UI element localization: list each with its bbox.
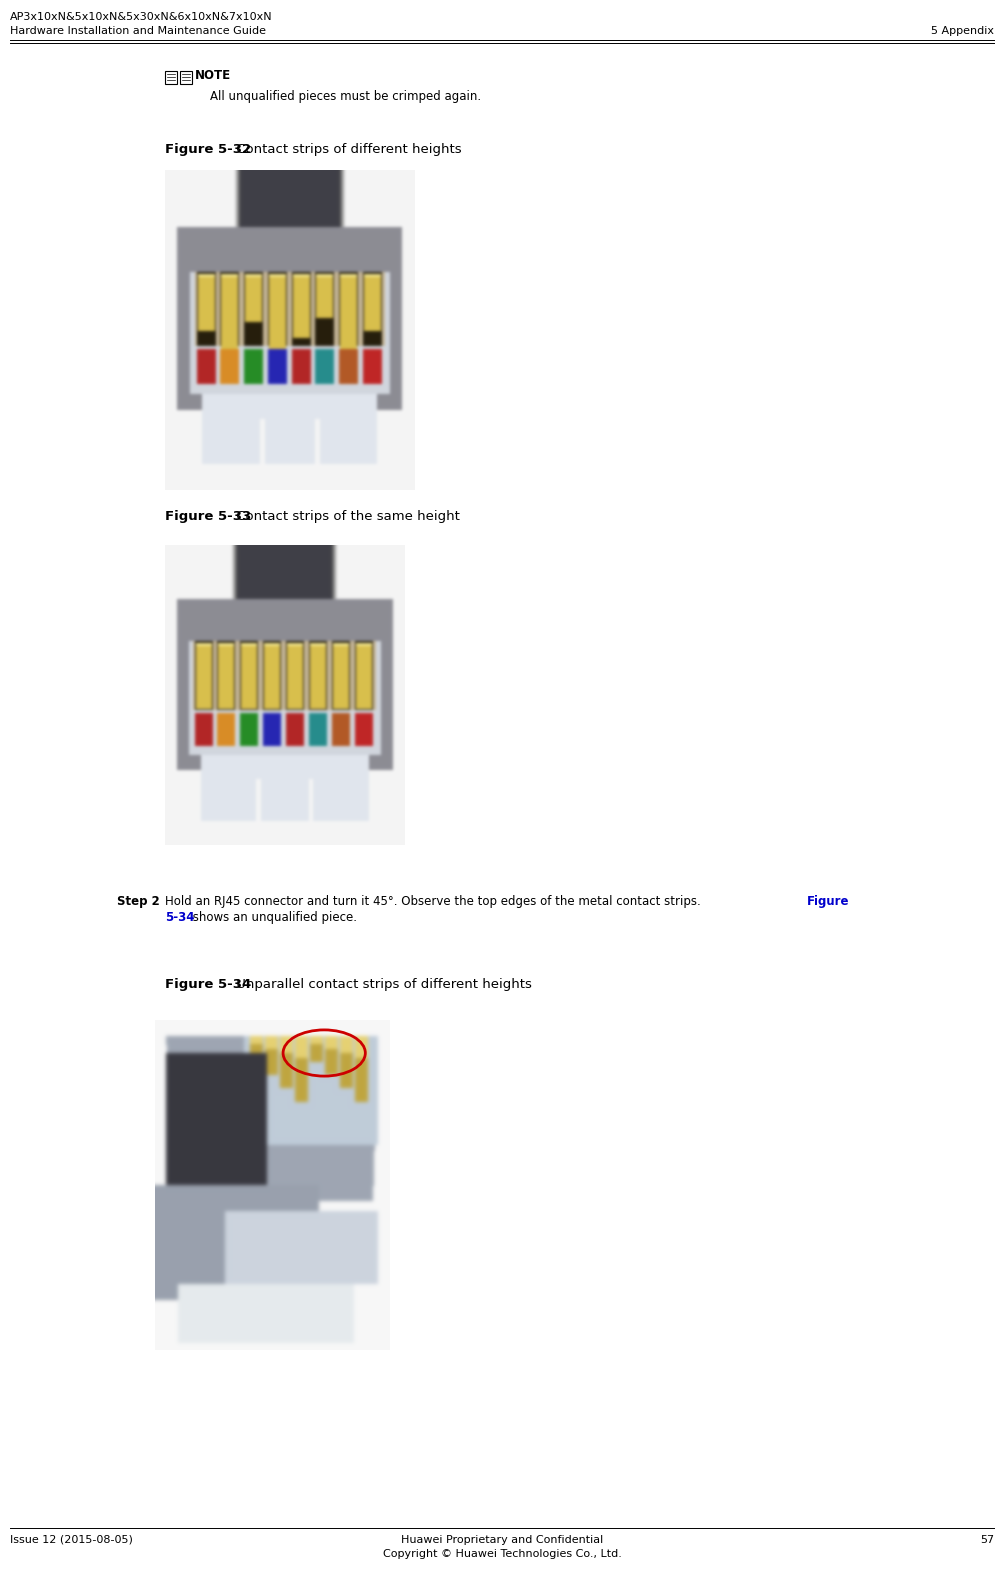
- Text: 57: 57: [979, 1535, 993, 1545]
- Text: AP3x10xN&5x10xN&5x30xN&6x10xN&7x10xN: AP3x10xN&5x10xN&5x30xN&6x10xN&7x10xN: [10, 13, 273, 22]
- Text: Figure 5-32: Figure 5-32: [164, 143, 251, 155]
- Text: Copyright © Huawei Technologies Co., Ltd.: Copyright © Huawei Technologies Co., Ltd…: [382, 1550, 621, 1559]
- Text: Figure: Figure: [806, 895, 849, 907]
- Text: Figure 5-34: Figure 5-34: [164, 978, 251, 991]
- Text: Step 2: Step 2: [117, 895, 159, 907]
- Bar: [164, 71, 177, 85]
- Bar: [180, 71, 192, 85]
- Text: Issue 12 (2015-08-05): Issue 12 (2015-08-05): [10, 1535, 132, 1545]
- Text: Figure 5-33: Figure 5-33: [164, 510, 251, 523]
- Text: Contact strips of the same height: Contact strips of the same height: [232, 510, 459, 523]
- Text: shows an unqualified piece.: shows an unqualified piece.: [189, 911, 357, 925]
- Text: Hardware Installation and Maintenance Guide: Hardware Installation and Maintenance Gu…: [10, 27, 266, 36]
- Text: Huawei Proprietary and Confidential: Huawei Proprietary and Confidential: [400, 1535, 603, 1545]
- Text: Contact strips of different heights: Contact strips of different heights: [232, 143, 461, 155]
- Text: NOTE: NOTE: [195, 69, 231, 82]
- Text: 5 Appendix: 5 Appendix: [930, 27, 993, 36]
- Text: All unqualified pieces must be crimped again.: All unqualified pieces must be crimped a…: [210, 89, 480, 104]
- Text: Hold an RJ45 connector and turn it 45°. Observe the top edges of the metal conta: Hold an RJ45 connector and turn it 45°. …: [164, 895, 704, 907]
- Text: 5-34: 5-34: [164, 911, 195, 925]
- Text: Unparallel contact strips of different heights: Unparallel contact strips of different h…: [232, 978, 532, 991]
